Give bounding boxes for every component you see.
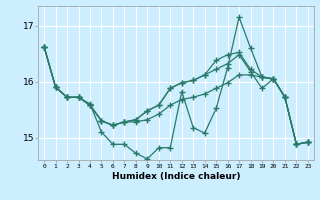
X-axis label: Humidex (Indice chaleur): Humidex (Indice chaleur): [112, 172, 240, 181]
